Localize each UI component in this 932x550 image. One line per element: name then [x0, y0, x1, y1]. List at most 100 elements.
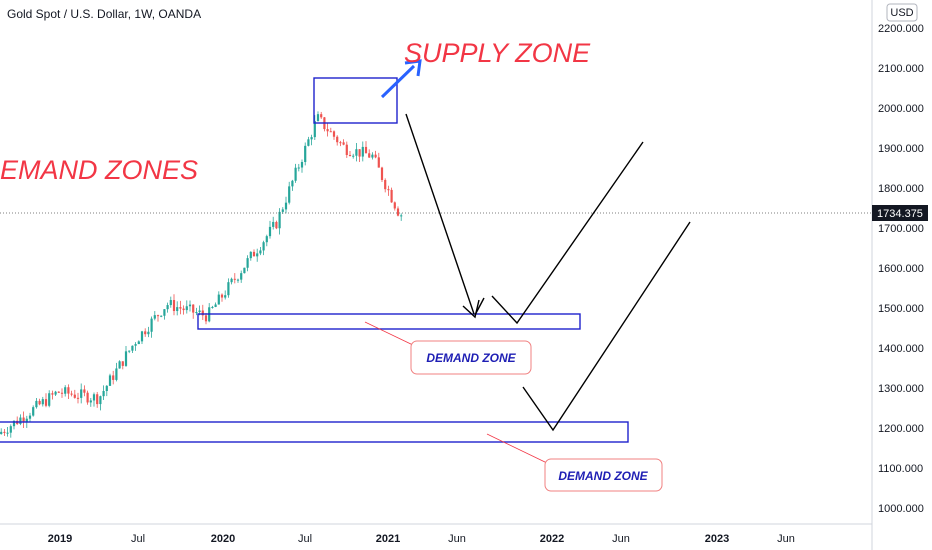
candle-body: [387, 189, 390, 191]
candle-body: [268, 226, 272, 237]
candle-body: [217, 294, 220, 305]
candle-body: [262, 242, 265, 251]
candle-body: [390, 189, 393, 203]
candle-body: [339, 142, 342, 144]
chart-title: Gold Spot / U.S. Dollar, 1W, OANDA: [7, 7, 201, 21]
demand-zone-callout-2[interactable]: [544, 458, 663, 492]
time-tick-label: 2023: [705, 533, 729, 545]
candle-body: [278, 211, 281, 229]
candles-group: [0, 111, 403, 438]
currency-button[interactable]: [886, 3, 918, 22]
candle-body: [108, 375, 112, 386]
candle-body: [64, 387, 67, 394]
candle-body: [294, 167, 297, 181]
candle-body: [131, 345, 134, 351]
candle-body: [176, 307, 179, 312]
candle-body: [179, 307, 182, 309]
candle-body: [185, 306, 188, 311]
candle-body: [19, 417, 22, 424]
candle-body: [67, 387, 70, 394]
time-tick-label: 2022: [540, 533, 564, 545]
candle-body: [163, 309, 166, 316]
candle-body: [272, 221, 275, 227]
price-axis: 2200.000 2100.000 2000.000 1900.000 1800.000…: [878, 23, 924, 515]
candle-body: [198, 310, 201, 313]
candle-body: [121, 361, 124, 366]
candle-body: [54, 391, 57, 395]
demand-zone-box-2[interactable]: [0, 421, 629, 443]
candle-body: [137, 341, 140, 345]
candle-body: [169, 300, 172, 306]
candle-body: [377, 157, 380, 168]
candle-body: [329, 131, 332, 133]
candle-body: [326, 129, 329, 132]
candle-body: [60, 392, 64, 394]
candle-body: [380, 167, 384, 180]
time-tick-label: Jul: [298, 533, 312, 545]
demand-zone-callout-2-text: DEMAND ZONE: [558, 469, 648, 483]
candle-body: [134, 344, 137, 346]
candle-body: [156, 315, 160, 317]
candle-body: [48, 393, 51, 406]
candle-body: [57, 391, 60, 393]
candle-body: [51, 393, 54, 395]
supply-zone-box[interactable]: [313, 77, 398, 124]
candle-body: [73, 394, 76, 398]
supply-arrow-line: [380, 64, 416, 99]
last-price-value: 1734.375: [877, 208, 923, 220]
time-tick-label: Jun: [612, 533, 630, 545]
candle-body: [230, 278, 233, 283]
candle-body: [281, 209, 284, 212]
candle-body: [6, 432, 9, 434]
time-tick-label: 2019: [48, 533, 72, 545]
price-tick-label: 1800.000: [878, 183, 924, 195]
price-tick-label: 1400.000: [878, 343, 924, 355]
price-tick-label: 2100.000: [878, 63, 924, 75]
callout-pointer-2: [486, 433, 548, 464]
candle-body: [22, 417, 25, 422]
currency-label: USD: [890, 7, 913, 19]
candle-body: [12, 420, 16, 427]
candle-body: [28, 415, 32, 419]
candle-body: [44, 399, 48, 406]
candle-body: [89, 400, 92, 403]
demand-zone-box-1[interactable]: [197, 313, 581, 330]
callout-pointer-1: [364, 321, 416, 347]
candle-body: [115, 368, 118, 380]
candle-body: [224, 295, 227, 298]
zig-path-2: [491, 141, 644, 325]
candle-body: [112, 375, 115, 380]
candle-body: [297, 167, 300, 169]
candle-body: [80, 389, 83, 398]
demand-zone-callout-1-text: DEMAND ZONE: [426, 351, 516, 365]
time-tick-label: Jul: [131, 533, 145, 545]
candle-body: [396, 208, 400, 216]
candle-body: [256, 253, 259, 257]
demand-zone-callout-1[interactable]: [410, 340, 532, 375]
candle-body: [249, 251, 252, 259]
down-arrow-head: [462, 299, 480, 319]
candle-body: [291, 180, 294, 187]
down-arrow-line: [405, 113, 475, 315]
candle-body: [374, 154, 377, 158]
candle-body: [384, 179, 387, 190]
supply-zone-label: SUPPLY ZONE: [404, 38, 591, 68]
candle-body: [371, 154, 374, 158]
price-tick-label: 2000.000: [878, 103, 924, 115]
candle-body: [92, 394, 96, 401]
candle-body: [188, 304, 192, 307]
price-tick-label: 1500.000: [878, 303, 924, 315]
price-tick-label: 1000.000: [878, 503, 924, 515]
price-tick-label: 1700.000: [878, 223, 924, 235]
candle-body: [160, 315, 163, 317]
candle-body: [355, 149, 358, 156]
candle-body: [316, 114, 320, 122]
candle-body: [342, 142, 345, 145]
candle-body: [368, 153, 371, 158]
candle-body: [76, 397, 80, 399]
candle-body: [105, 385, 108, 392]
candle-body: [304, 145, 307, 163]
candle-body: [336, 136, 339, 143]
candle-body: [243, 267, 246, 274]
